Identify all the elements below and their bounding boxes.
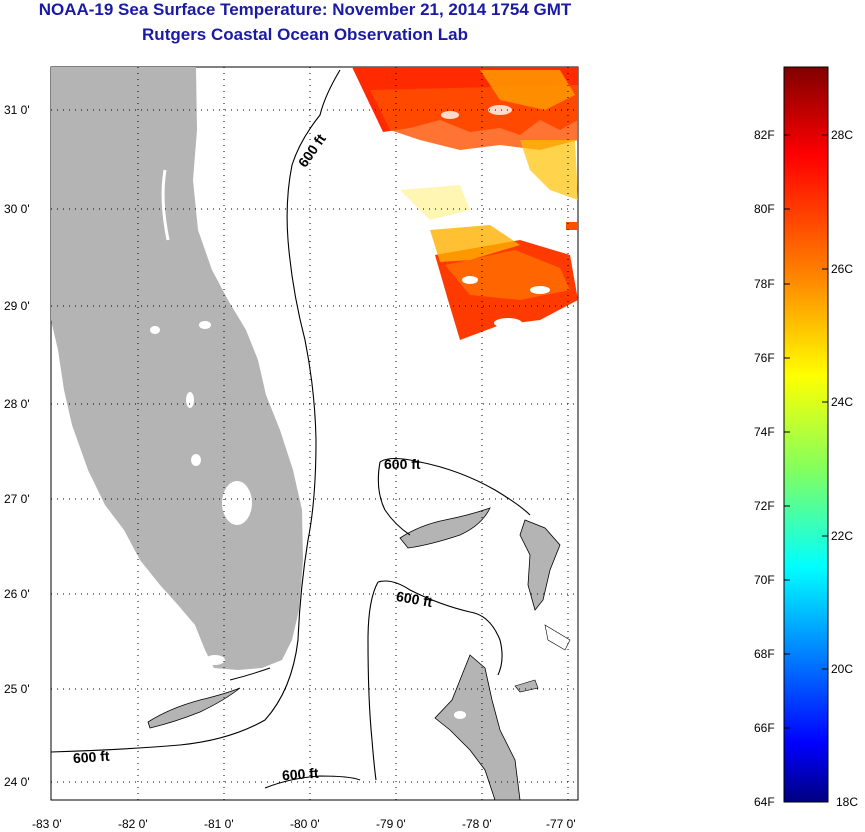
cb-c-22: 22C	[831, 529, 853, 543]
cb-f-66: 66F	[754, 721, 775, 735]
contour-label-south: 600 ft	[281, 765, 319, 784]
cb-f-72: 72F	[754, 499, 775, 513]
cb-c-26: 26C	[831, 262, 853, 276]
lat-tick-30: 30 0'	[4, 202, 30, 216]
map-subtitle: Rutgers Coastal Ocean Observation Lab	[142, 25, 468, 44]
lat-tick-31: 31 0'	[4, 103, 30, 117]
lat-tick-25: 25 0'	[4, 682, 30, 696]
lat-tick-24: 24 0'	[4, 775, 30, 789]
lat-tick-29: 29 0'	[4, 299, 30, 313]
cb-f-82: 82F	[754, 128, 775, 142]
cb-f-80: 80F	[754, 202, 775, 216]
cb-c-18: 18C	[836, 795, 858, 809]
lat-tick-28: 28 0'	[4, 397, 30, 411]
cb-f-68: 68F	[754, 647, 775, 661]
lat-tick-26: 26 0'	[4, 587, 30, 601]
contour-label-tongue: 600 ft	[395, 588, 434, 610]
sst-swath	[352, 67, 578, 340]
cb-f-76: 76F	[754, 351, 775, 365]
lon-tick-79: -79 0'	[376, 817, 406, 831]
colorbar-gradient	[783, 66, 829, 803]
longitude-axis: -83 0' -82 0' -81 0' -80 0' -79 0' -78 0…	[32, 817, 576, 831]
contour-label-grand-bahama: 600 ft	[384, 456, 421, 472]
lon-tick-78: -78 0'	[462, 817, 492, 831]
lon-tick-82: -82 0'	[118, 817, 148, 831]
cb-c-20: 20C	[831, 662, 853, 676]
map-title: NOAA-19 Sea Surface Temperature: Novembe…	[38, 0, 572, 19]
grid-lines	[51, 67, 578, 800]
lon-tick-81: -81 0'	[204, 817, 234, 831]
lon-tick-77: -77 0'	[546, 817, 576, 831]
cb-c-24: 24C	[831, 395, 853, 409]
cb-f-74: 74F	[754, 425, 775, 439]
lon-tick-80: -80 0'	[290, 817, 320, 831]
cb-f-70: 70F	[754, 573, 775, 587]
cb-f-64: 64F	[754, 795, 775, 809]
latitude-axis: 31 0' 30 0' 29 0' 28 0' 27 0' 26 0' 25 0…	[4, 103, 30, 789]
cb-f-78: 78F	[754, 277, 775, 291]
florida-keys	[147, 687, 241, 729]
lat-tick-27: 27 0'	[4, 492, 30, 506]
abaco-land	[519, 519, 561, 611]
lon-tick-83: -83 0'	[32, 817, 62, 831]
grand-bahama-land	[399, 507, 491, 549]
contour-label-keys: 600 ft	[72, 748, 110, 767]
depth-contours	[51, 69, 531, 789]
andros-land	[434, 654, 521, 800]
cb-c-28: 28C	[831, 128, 853, 142]
temperature-colorbar: 82F 80F 78F 76F 74F 72F 70F 68F 66F 64F …	[754, 66, 858, 809]
lake-okeechobee	[222, 481, 252, 525]
